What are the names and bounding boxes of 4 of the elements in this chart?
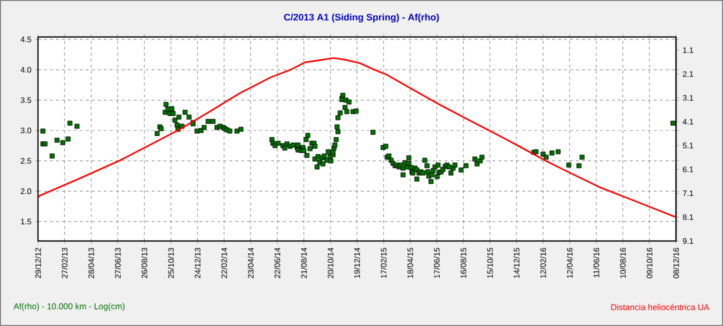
chart-title: C/2013 A1 (Siding Spring) - Af(rho) <box>284 14 439 22</box>
text: Af(rho) - 10.000 km - Log(cm) <box>14 303 125 311</box>
line-series <box>38 57 676 218</box>
text: Distancia heliocéntrica UA <box>611 304 710 310</box>
